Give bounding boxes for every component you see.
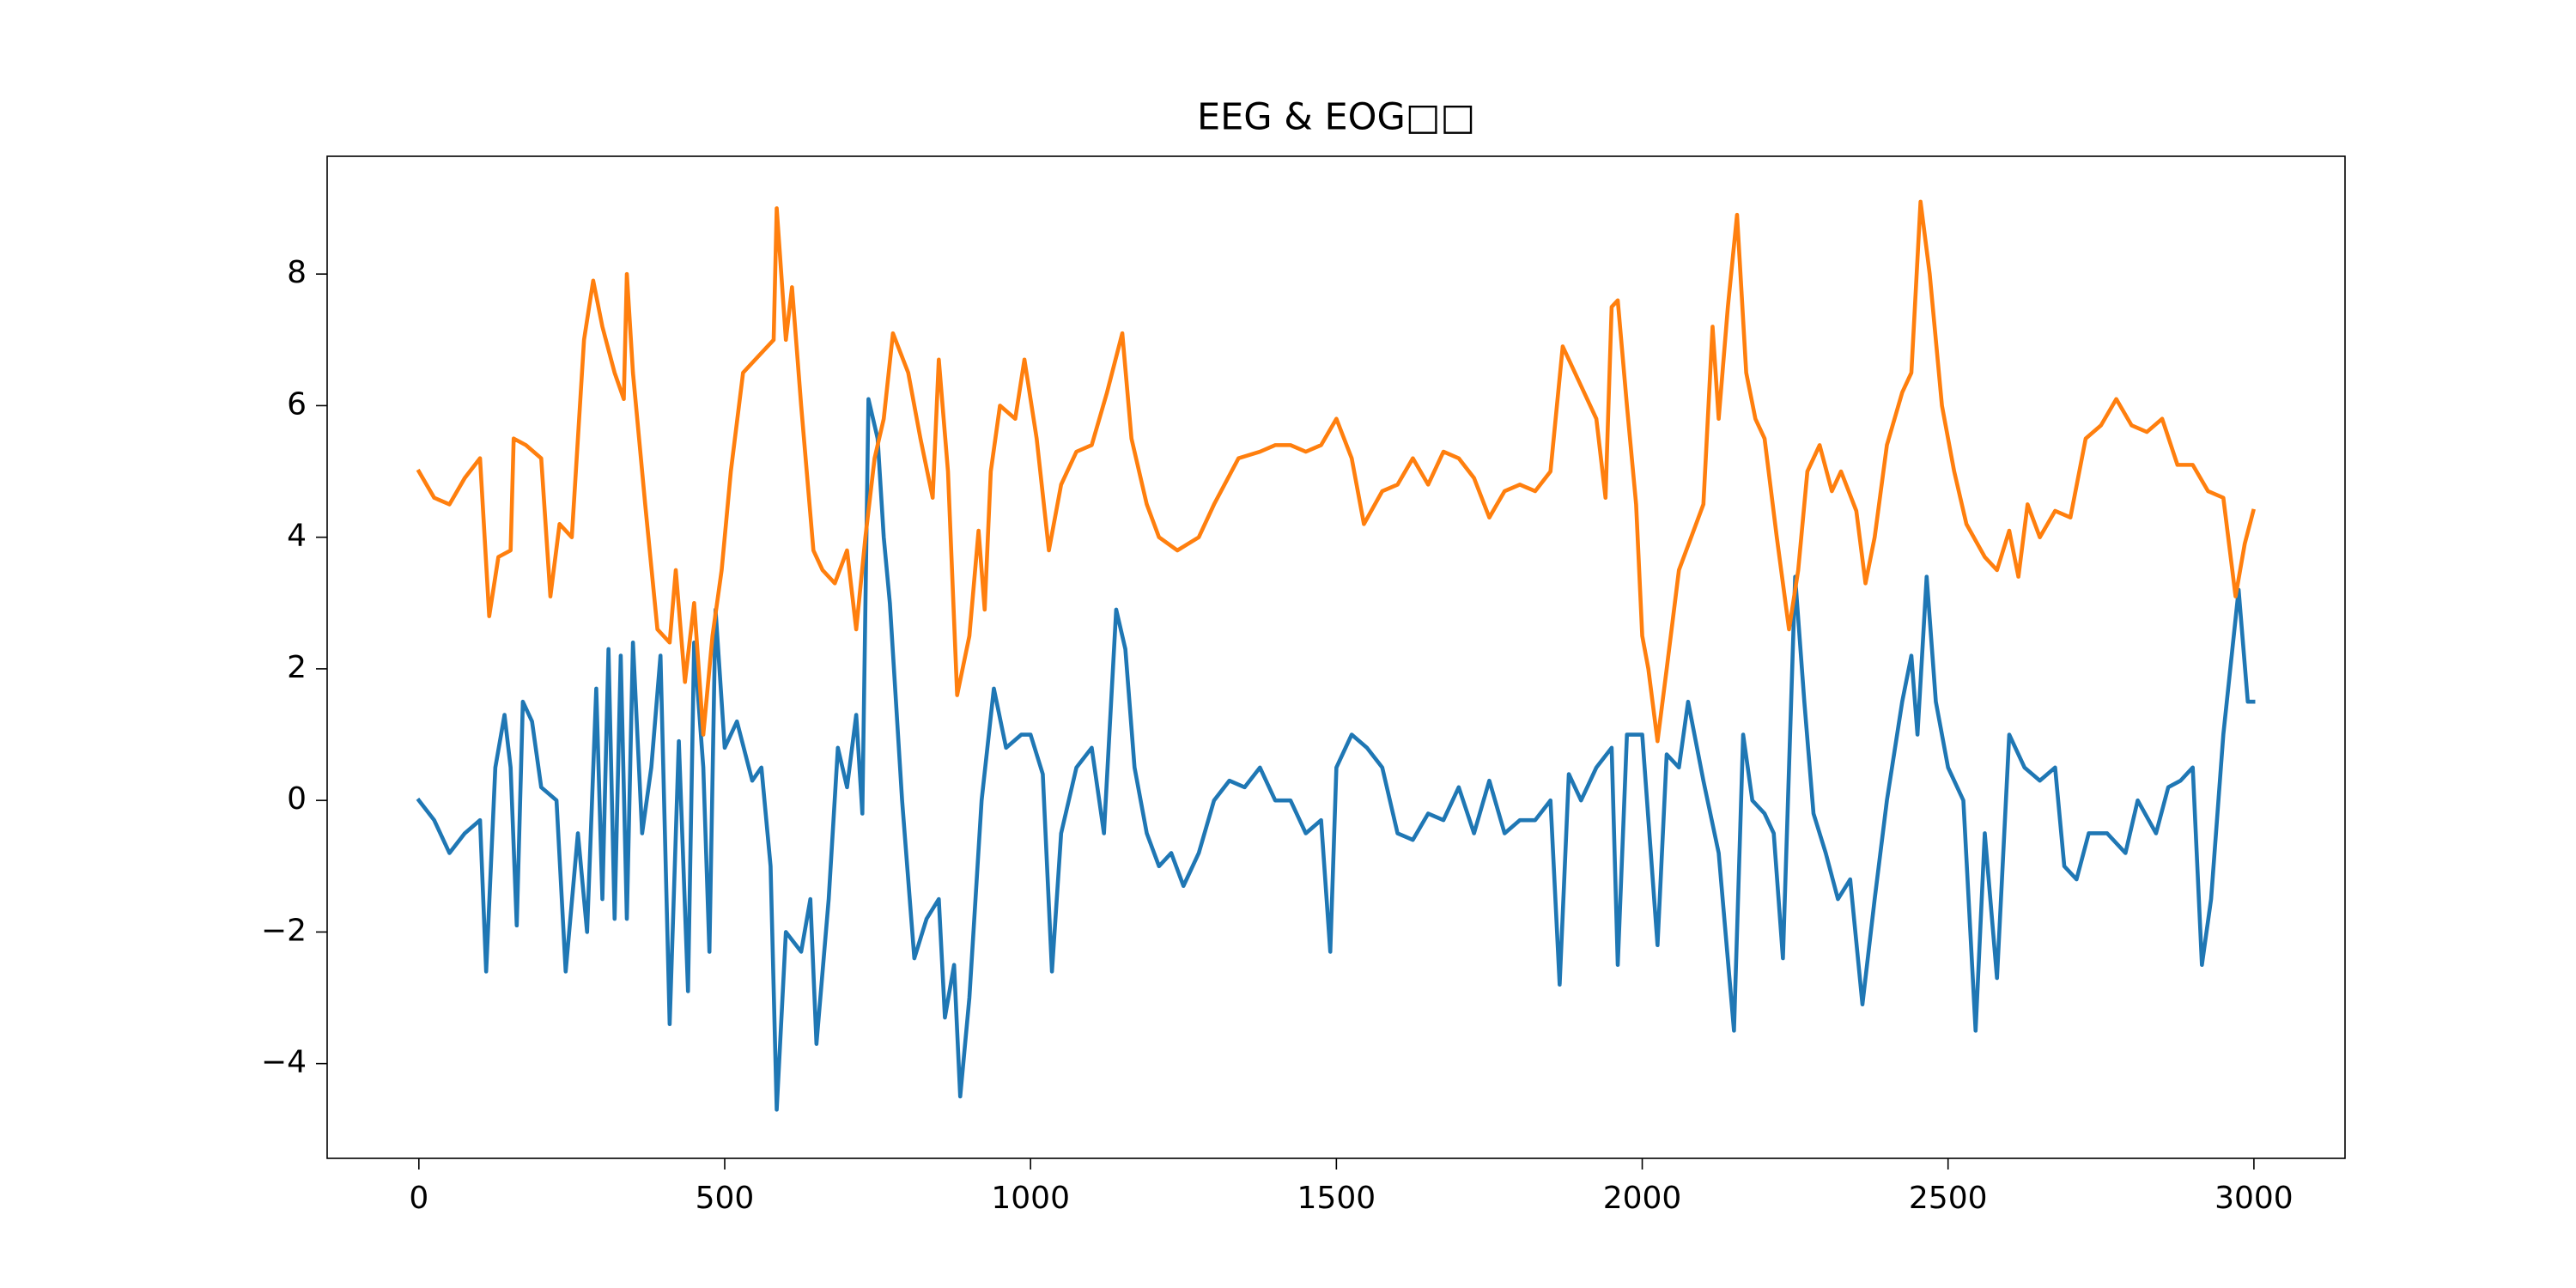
line xyxy=(416,199,2256,744)
x-tick-label: 2000 xyxy=(1603,1181,1682,1216)
x-tick-label: 1000 xyxy=(991,1181,1070,1216)
x-tick-label: 0 xyxy=(409,1181,428,1216)
y-tick-label: 8 xyxy=(287,255,307,290)
plot-frame xyxy=(326,155,2346,1159)
line xyxy=(416,397,2256,1112)
x-tick-label: 500 xyxy=(696,1181,755,1216)
x-tick-label: 1500 xyxy=(1297,1181,1376,1216)
y-tick-label: 2 xyxy=(287,650,307,685)
y-tick-label: 0 xyxy=(287,781,307,817)
x-tick-label: 3000 xyxy=(2215,1181,2293,1216)
y-tick-label: 4 xyxy=(287,519,307,554)
y-tick-label: −4 xyxy=(261,1045,307,1080)
chart-title: EEG & EOG□□ xyxy=(1197,96,1475,139)
x-tick-label: 2500 xyxy=(1909,1181,1988,1216)
y-tick-label: −2 xyxy=(261,913,307,948)
y-tick-label: 6 xyxy=(287,386,307,422)
